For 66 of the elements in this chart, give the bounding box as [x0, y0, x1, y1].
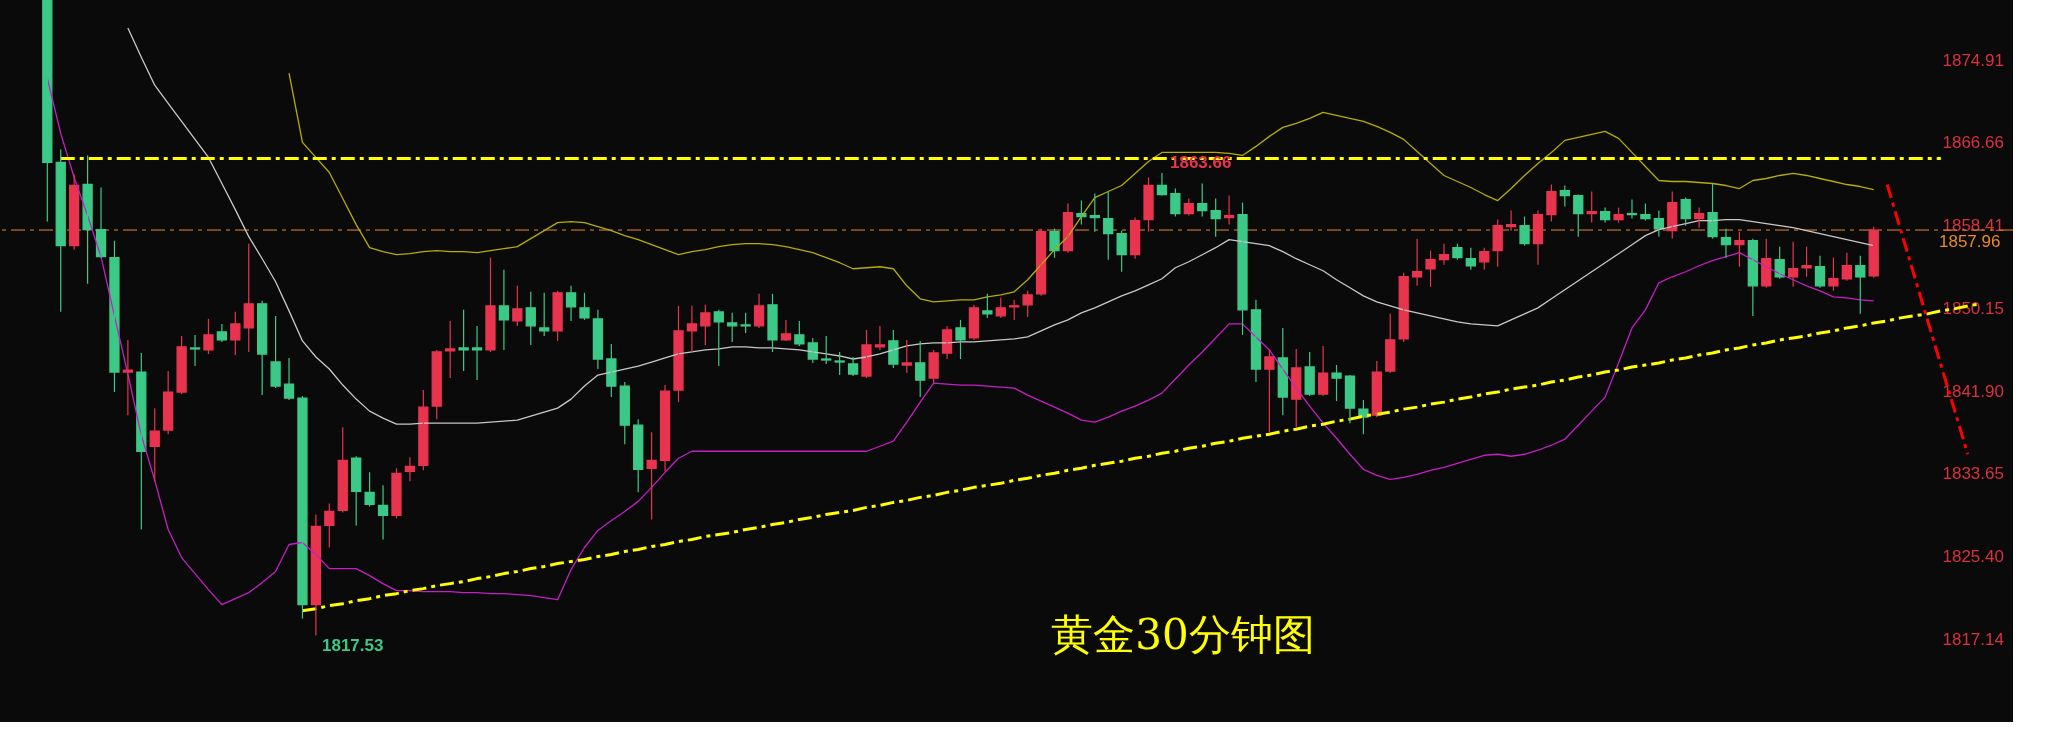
- candlestick: [1707, 182, 1718, 240]
- candlestick: [230, 311, 241, 356]
- candlestick: [1264, 349, 1275, 433]
- candlestick: [888, 329, 899, 369]
- candlestick: [982, 293, 993, 319]
- candlestick: [525, 291, 536, 346]
- candlestick: [1828, 257, 1839, 292]
- candlestick: [176, 335, 187, 395]
- candlestick: [1425, 250, 1436, 288]
- candlestick: [915, 340, 926, 398]
- candlestick: [700, 304, 711, 346]
- candlestick: [646, 431, 657, 521]
- candlestick: [122, 339, 134, 416]
- ref-line-label: 1857.96: [1939, 232, 2001, 252]
- candlestick: [1237, 201, 1248, 336]
- candlestick: [1546, 183, 1557, 223]
- line-series: [288, 72, 1875, 303]
- candlestick: [955, 319, 966, 360]
- candlestick: [1304, 351, 1315, 397]
- candlestick: [270, 315, 281, 389]
- candlestick: [1049, 228, 1060, 259]
- y-tick-label: 1833.65: [1942, 464, 2004, 484]
- y-tick-label: 1866.66: [1942, 133, 2004, 153]
- candlestick: [1009, 299, 1020, 321]
- y-tick-label: 1874.91: [1942, 50, 2004, 70]
- candlestick: [109, 240, 120, 393]
- candlestick: [861, 329, 872, 379]
- candlestick: [364, 471, 375, 507]
- candlestick: [189, 334, 201, 367]
- candlestick: [834, 351, 845, 376]
- annotation: 1817.53: [322, 636, 384, 655]
- candlestick: [485, 257, 496, 353]
- candlestick: [471, 325, 483, 381]
- y-tick-label: 1825.40: [1942, 547, 2004, 567]
- candlestick: [458, 309, 469, 372]
- candlestick: [673, 305, 684, 403]
- candlestick: [1170, 187, 1181, 218]
- line-series: [46, 77, 1875, 606]
- candlestick: [727, 312, 738, 343]
- candlestick: [874, 325, 886, 351]
- candlestick: [821, 335, 832, 365]
- candlestick: [1519, 216, 1530, 247]
- candlestick: [243, 243, 254, 353]
- candlestick: [552, 290, 563, 342]
- candlestick: [1331, 364, 1342, 402]
- candlestick: [767, 293, 778, 353]
- candlestick: [901, 339, 912, 374]
- line-series: [127, 27, 1875, 425]
- candlestick: [203, 318, 214, 355]
- candlestick: [1734, 231, 1745, 268]
- candlestick: [1801, 246, 1812, 278]
- candlestick: [539, 292, 550, 337]
- candlestick: [995, 297, 1006, 319]
- candlestick: [713, 309, 724, 367]
- candlestick: [512, 285, 523, 327]
- candlestick: [445, 320, 456, 379]
- y-tick-label: 1841.90: [1942, 381, 2004, 401]
- candlestick: [794, 320, 805, 347]
- candlestick: [297, 395, 308, 620]
- candlestick: [579, 292, 590, 321]
- annotation: 黄金30分钟图: [1051, 610, 1315, 659]
- y-tick-label: 1817.14: [1942, 629, 2004, 649]
- candlestick: [391, 467, 402, 520]
- candlestick: [928, 349, 939, 384]
- candlestick: [740, 312, 751, 334]
- candlestick: [1143, 176, 1154, 233]
